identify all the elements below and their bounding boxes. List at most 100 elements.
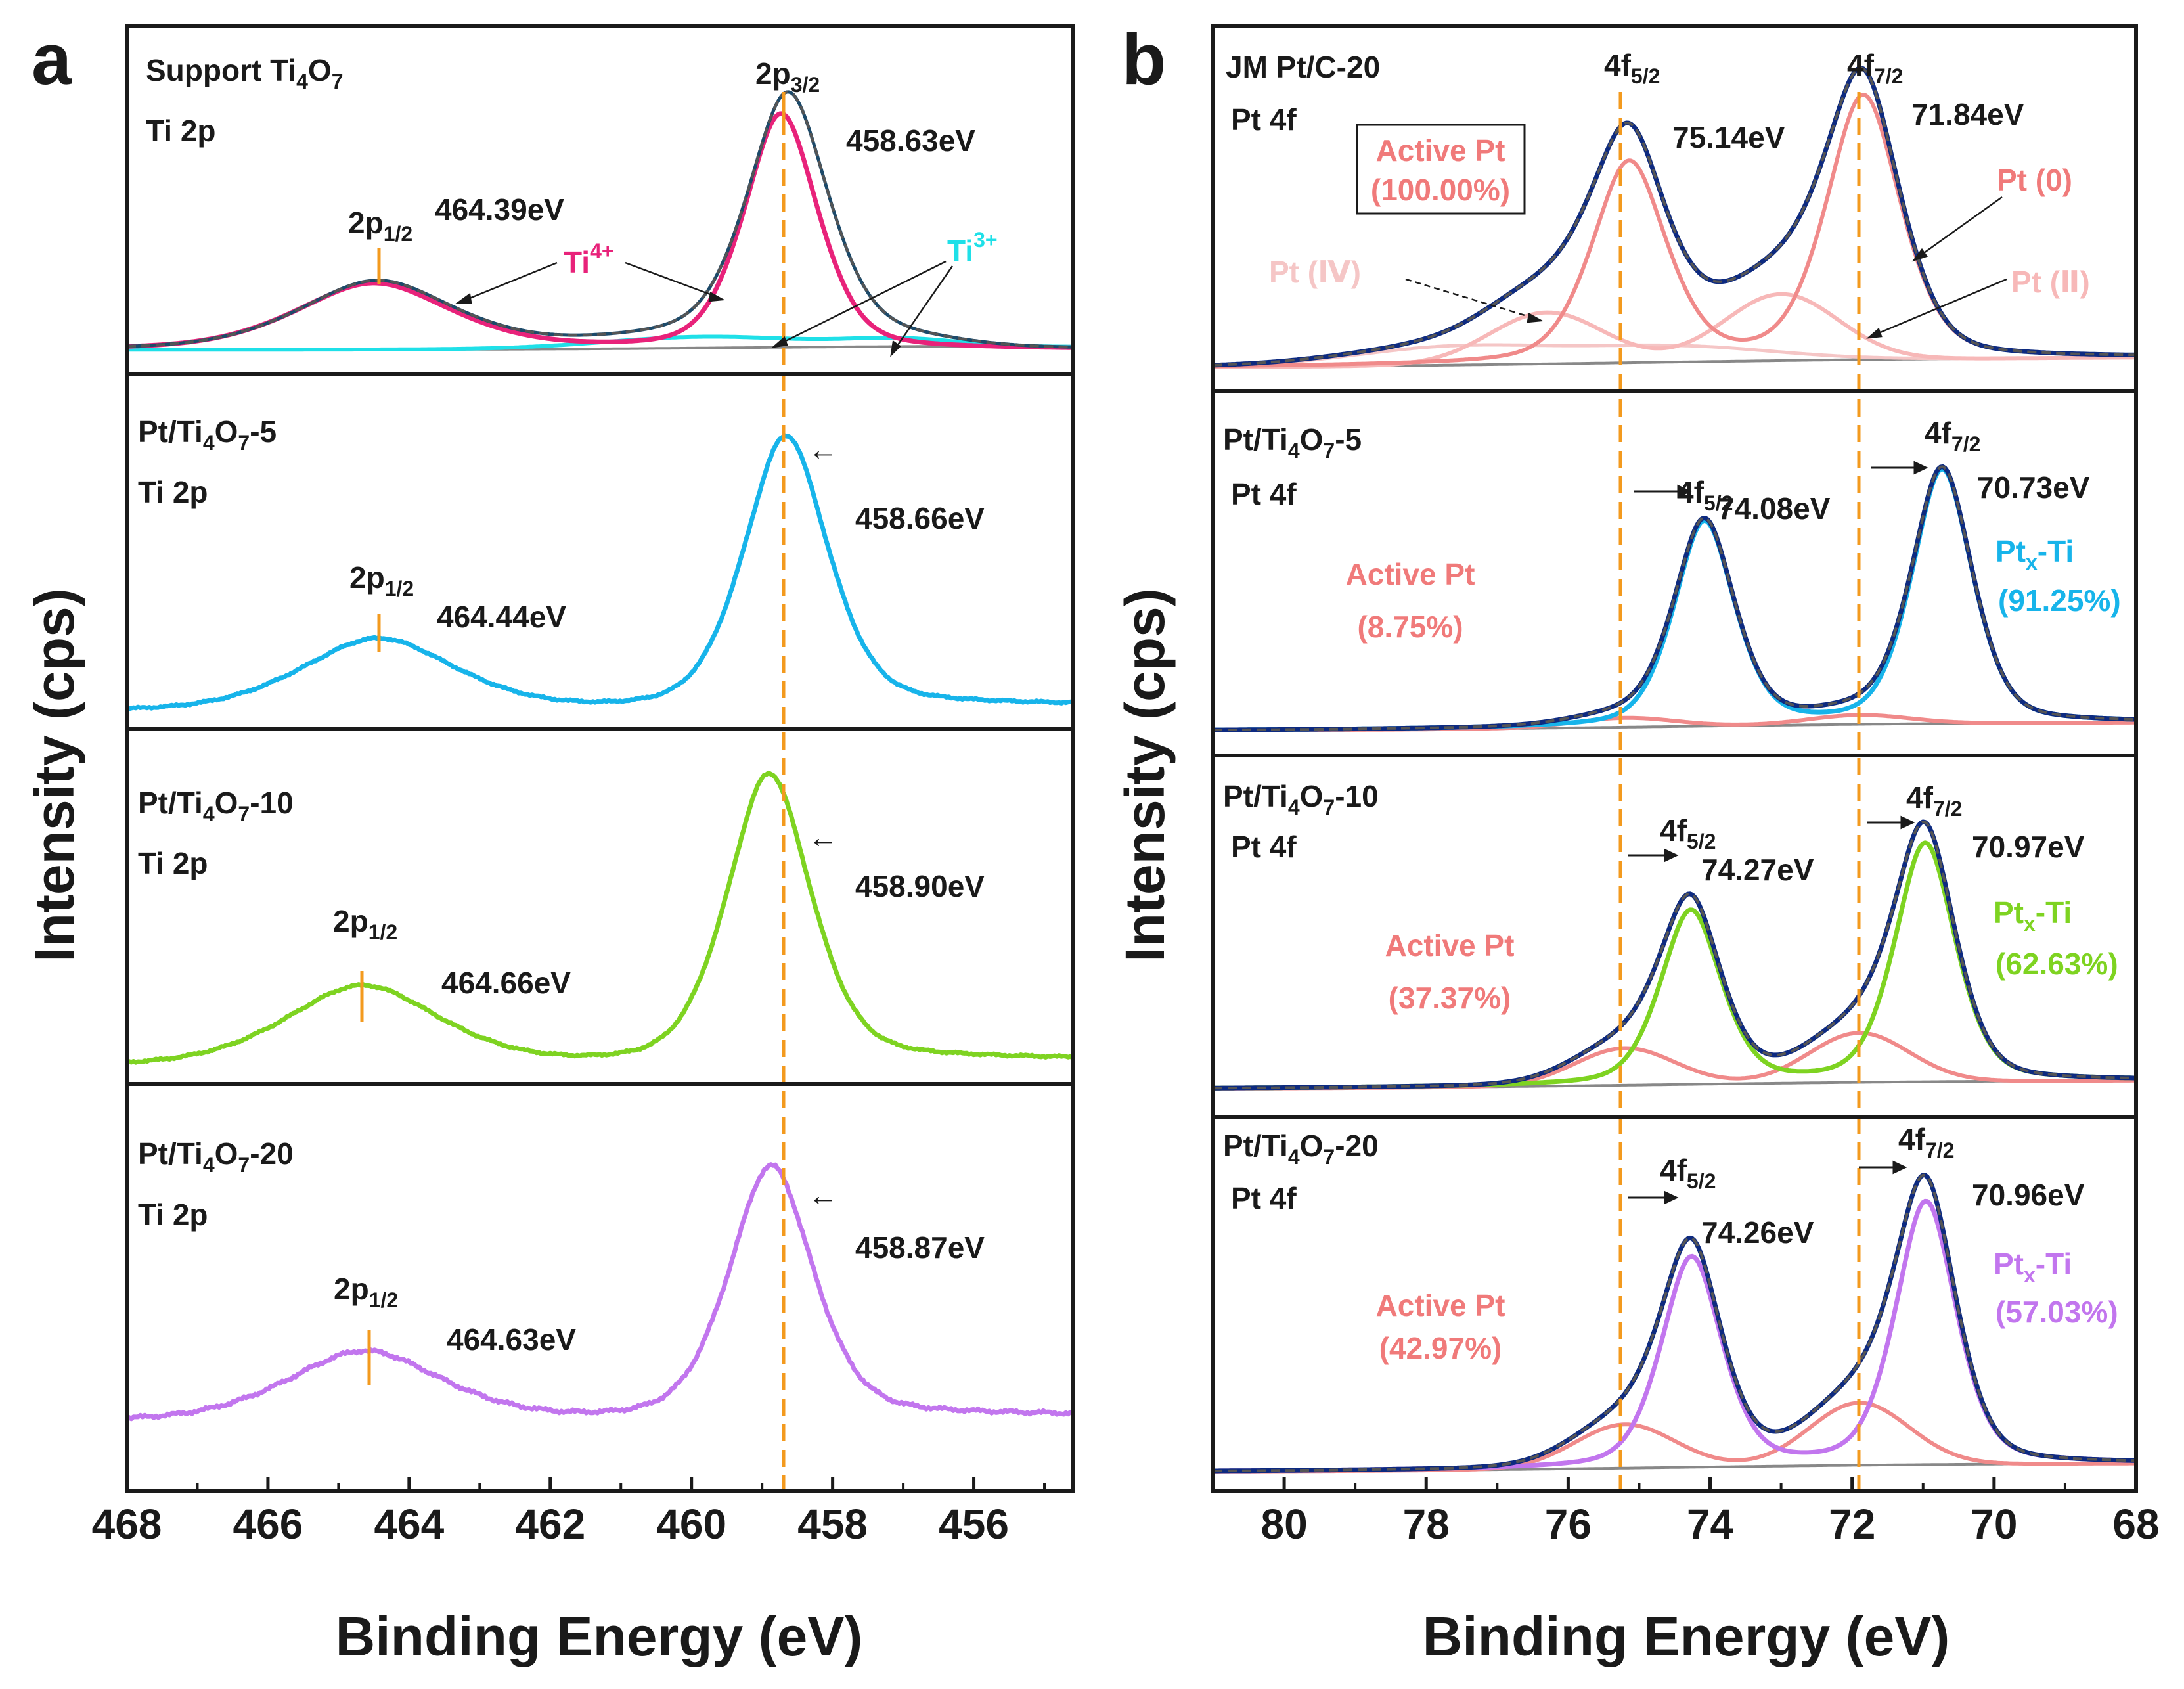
b1-value-4f72: 71.84eV: [1911, 97, 2024, 131]
b2-ptx-ti-label: Ptx-Ti: [1995, 534, 2074, 574]
b3-title: Pt/Ti4O7-10: [1223, 779, 1379, 819]
a2-shift-arrow: ←: [808, 432, 838, 466]
a3-curves: [126, 770, 1074, 1065]
b3-envelope: [1213, 819, 2137, 1091]
b4-value-4f72: 70.96eV: [1972, 1178, 2085, 1212]
b3-ptx-ti-label: Ptx-Ti: [1994, 895, 2072, 935]
b4-raw-data: [1213, 1173, 2137, 1472]
a3-title: Pt/Ti4O7-10: [138, 786, 294, 826]
b1-arrow-pt0-head: [1911, 248, 1928, 262]
b1-peak-4f72-label: 4f7/2: [1847, 48, 1903, 88]
x-tick-label: 460: [656, 1500, 726, 1548]
b2-shift-arrow-4f52-head: [1677, 484, 1692, 499]
a1-arrow-ti3-left: [778, 260, 947, 346]
b2-active-pt-percent: (8.75%): [1357, 610, 1463, 644]
b1-active-pt-box: [1356, 124, 1526, 215]
b2-peak-4f72-label: 4f7/2: [1925, 416, 1980, 456]
b4-shift-arrow-4f72-head: [1892, 1160, 1907, 1175]
a1-title: Support Ti4O7: [146, 53, 344, 93]
b4-title: Pt/Ti4O7-20: [1223, 1129, 1379, 1169]
a2-subtitle: Ti 2p: [138, 475, 208, 509]
b4-active-pt-component: [1213, 1401, 2136, 1474]
panel-b-ylabel: Intensity (cps): [1114, 588, 1176, 962]
x-tick-label: 462: [515, 1500, 585, 1548]
x-tick-label: 70: [1971, 1500, 2017, 1548]
a1-subtitle: Ti 2p: [146, 114, 216, 148]
b4-active-pt-label: Active Pt: [1376, 1288, 1505, 1322]
b1-pt4-label: Pt (Ⅳ): [1269, 255, 1361, 289]
b1-subtitle: Pt 4f: [1231, 102, 1297, 137]
b4-active-pt-percent: (42.97%): [1379, 1331, 1502, 1365]
b1-active-pt-label: Active Pt: [1376, 133, 1505, 168]
panel-a-xlabel: Binding Energy (eV): [336, 1606, 863, 1667]
x-tick-label: 78: [1403, 1500, 1450, 1548]
a1-arrow-ti3-left-head: [770, 336, 788, 348]
x-tick-label: 72: [1829, 1500, 1875, 1548]
a3-value-2p32: 458.90eV: [855, 869, 985, 903]
a1-arrow-ti3-right: [893, 265, 954, 350]
b2-curves: [1213, 464, 2137, 732]
a1-peak-2p12-label: 2p1/2: [348, 206, 412, 246]
x-tick-label: 456: [939, 1500, 1009, 1548]
b1-curves: [1213, 66, 2137, 369]
b2-value-4f52: 74.08eV: [1718, 491, 1831, 526]
a1-curves: [126, 90, 1073, 352]
b1-active-pt-percent: (100.00%): [1371, 173, 1510, 207]
x-tick-label: 468: [92, 1500, 162, 1548]
a1-ti3-label: Ti3+: [947, 228, 998, 268]
b1-arrow-pt2: [1873, 278, 2007, 336]
panel-b-x-axis-ticks: 80 78 76 74 72 70 68: [1212, 1477, 2160, 1548]
b2-envelope: [1213, 464, 2137, 732]
b4-ptx-ti-percent: (57.03%): [1995, 1295, 2118, 1329]
b1-arrow-pt4: [1405, 278, 1536, 320]
x-tick-label: 466: [233, 1500, 303, 1548]
b2-shift-arrow-4f72-head: [1913, 461, 1928, 475]
b2-subtitle: Pt 4f: [1231, 477, 1297, 511]
a1-arrow-ti4-left: [462, 261, 558, 302]
a3-subtitle: Ti 2p: [138, 846, 208, 880]
a3-peak-2p12-label: 2p1/2: [333, 904, 397, 944]
b4-peak-4f52-label: 4f5/2: [1660, 1153, 1716, 1193]
x-tick-label: 458: [797, 1500, 868, 1548]
b3-curves: [1213, 819, 2137, 1091]
a4-spectrum: [125, 1162, 1073, 1422]
b3-active-pt-label: Active Pt: [1385, 928, 1515, 962]
a1-arrow-ti4-right: [625, 261, 718, 298]
b4-curves: [1213, 1173, 2137, 1474]
a4-subtitle: Ti 2p: [138, 1198, 208, 1232]
a2-spectrum: [126, 433, 1073, 711]
panel-b-letter: b: [1122, 19, 1166, 100]
x-tick-label: 464: [374, 1500, 444, 1548]
b3-ptx-ti-percent: (62.63%): [1995, 947, 2118, 981]
a4-curves: [125, 1162, 1073, 1422]
a4-shift-arrow: ←: [808, 1178, 838, 1212]
x-tick-label: 68: [2112, 1500, 2159, 1548]
a1-arrow-ti4-right-head: [708, 292, 726, 302]
a4-value-2p32: 458.87eV: [855, 1230, 985, 1265]
a3-frame: [125, 727, 1075, 1086]
a1-arrow-ti3-right-head: [890, 340, 901, 357]
b4-shift-arrow-4f52-head: [1664, 1190, 1679, 1205]
b1-value-4f52: 75.14eV: [1672, 120, 1785, 154]
b4-subtitle: Pt 4f: [1231, 1181, 1297, 1215]
b3-shift-arrow-4f52-head: [1664, 848, 1679, 863]
b2-ptx-ti-percent: (91.25%): [1998, 583, 2121, 618]
panel-a-ylabel: Intensity (cps): [24, 588, 85, 962]
x-tick-label: 80: [1260, 1500, 1307, 1548]
panel-b-xlabel: Binding Energy (eV): [1423, 1606, 1950, 1667]
b1-peak-4f52-label: 4f5/2: [1604, 48, 1660, 88]
b1-title: JM Pt/C-20: [1226, 50, 1380, 84]
a1-value-2p32: 458.63eV: [846, 124, 975, 158]
a3-value-2p12: 464.66eV: [441, 966, 571, 1000]
a2-value-2p12: 464.44eV: [437, 600, 566, 634]
a4-value-2p12: 464.63eV: [447, 1322, 576, 1357]
b3-active-pt-percent: (37.37%): [1389, 981, 1511, 1015]
a1-peak-2p32-label: 2p3/2: [755, 56, 820, 97]
b3-active-pt-component: [1213, 1031, 2136, 1091]
b1-pt2-component: [1213, 292, 2136, 369]
a2-title: Pt/Ti4O7-5: [138, 415, 277, 455]
a3-spectrum: [126, 770, 1074, 1065]
a2-curves: [126, 433, 1073, 711]
a2-peak-2p12-label: 2p1/2: [349, 560, 414, 600]
b1-pt0-label: Pt (0): [1997, 163, 2072, 197]
